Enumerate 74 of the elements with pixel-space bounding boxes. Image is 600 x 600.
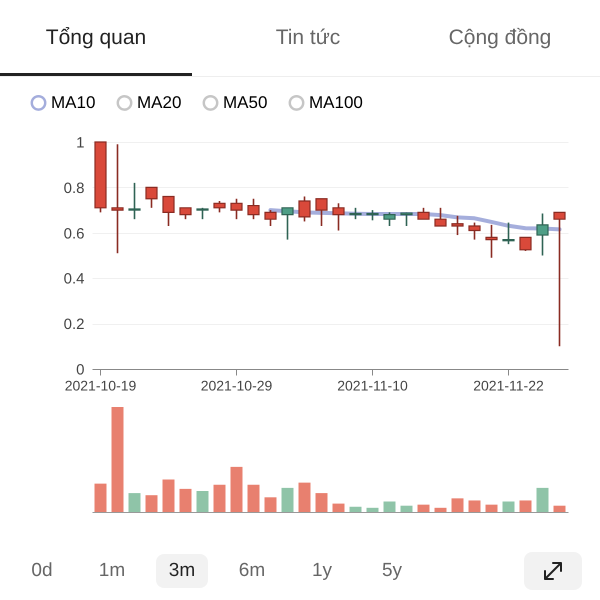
text: Cộng đồng (448, 26, 552, 50)
candlestick (332, 202, 345, 232)
bar (248, 484, 260, 512)
text: Tổng quan (44, 26, 148, 50)
candlestick (553, 212, 566, 348)
x-tick-label: 2021-11-22 (473, 378, 544, 394)
bar (502, 502, 514, 512)
candlestick (298, 196, 311, 222)
bar (214, 484, 226, 512)
candlestick (383, 212, 396, 227)
bar (128, 493, 140, 512)
y-tick-label: 0.4 (64, 270, 84, 288)
bar (400, 506, 412, 512)
bar (468, 500, 480, 512)
text: 5y (380, 559, 404, 583)
bar (162, 479, 174, 512)
candlestick (417, 207, 430, 220)
bar (230, 466, 242, 512)
candlestick (247, 198, 260, 220)
text: 1y (310, 559, 334, 583)
bar (332, 504, 344, 512)
y-tick-label: 0 (76, 362, 84, 378)
x-tick-label: 2021-10-29 (200, 378, 273, 394)
y-tick-label: 0.8 (64, 180, 84, 197)
bar (180, 488, 192, 512)
bar (434, 508, 446, 512)
legend-label: MA20 (137, 92, 182, 112)
bar (366, 508, 378, 512)
bar (282, 488, 294, 512)
bar (316, 493, 328, 512)
candlestick (519, 236, 532, 252)
candlestick (536, 212, 549, 256)
text: 3m (156, 554, 208, 588)
bar (146, 495, 158, 512)
bar (94, 484, 106, 512)
text: 0d (30, 559, 54, 583)
legend-label: MA100 (309, 92, 363, 112)
text: 1m (98, 559, 126, 583)
bar (298, 482, 310, 512)
candlestick (179, 207, 192, 220)
bar (536, 488, 548, 512)
candlestick (400, 212, 413, 227)
candlestick (451, 214, 464, 236)
candlestick (162, 196, 175, 227)
bar (384, 502, 396, 512)
candlestick (145, 186, 158, 209)
text: 6m (238, 559, 266, 583)
bar (196, 491, 208, 512)
candlestick (434, 207, 447, 227)
candlestick (111, 143, 124, 254)
bar (554, 506, 566, 512)
y-tick-label: 0.2 (64, 316, 84, 334)
candlestick (281, 207, 294, 240)
legend-label: MA10 (51, 92, 96, 112)
bar (452, 498, 464, 512)
bar (486, 504, 498, 512)
text: Tin tức (274, 26, 342, 50)
candlestick (213, 200, 226, 214)
bar (350, 506, 362, 512)
y-tick-label: 0.6 (64, 225, 84, 242)
x-tick-label: 2021-10-19 (64, 378, 137, 394)
candlestick (485, 224, 498, 259)
bar (520, 500, 532, 512)
bar (112, 407, 124, 512)
x-tick-label: 2021-11-10 (337, 378, 408, 394)
legend-label: MA50 (223, 92, 268, 112)
candlestick (264, 209, 277, 227)
y-tick-label: 1 (76, 134, 84, 152)
candlestick (502, 222, 515, 245)
bar (418, 504, 430, 512)
candlestick (315, 198, 328, 227)
candlestick (468, 222, 481, 240)
candlestick (230, 198, 243, 220)
bar (264, 497, 276, 512)
